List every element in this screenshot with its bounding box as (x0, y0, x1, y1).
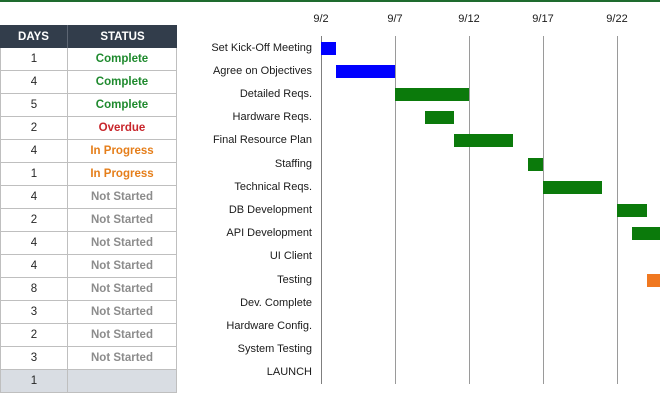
task-bar[interactable] (617, 203, 647, 217)
table-body: 1 Complete 4 Complete 5 Complete 2 Overdue 4 In P… (0, 48, 177, 393)
status-cell[interactable]: Not Started (68, 301, 177, 323)
days-cell[interactable]: 5 (0, 94, 68, 116)
status-cell[interactable]: Not Started (68, 278, 177, 300)
days-cell[interactable]: 3 (0, 347, 68, 369)
gridline (469, 36, 470, 384)
task-bar[interactable] (424, 111, 455, 125)
status-cell[interactable]: Complete (68, 71, 177, 93)
table-row[interactable]: 1 Complete (0, 48, 177, 71)
table-row[interactable]: 1 (0, 370, 177, 393)
task-label: System Testing (237, 343, 312, 356)
task-bar[interactable] (321, 41, 336, 55)
days-cell[interactable]: 1 (0, 370, 68, 392)
gridline (543, 36, 544, 384)
days-cell[interactable]: 4 (0, 232, 68, 254)
task-bar[interactable] (528, 157, 543, 171)
table-row[interactable]: 1 In Progress (0, 163, 177, 186)
task-label: Detailed Reqs. (239, 87, 312, 100)
date-label: 9/22 (606, 13, 628, 25)
table-row[interactable]: 5 Complete (0, 94, 177, 117)
days-header: DAYS (0, 25, 68, 48)
table-row[interactable]: 4 Not Started (0, 186, 177, 209)
days-cell[interactable]: 8 (0, 278, 68, 300)
task-label: API Development (226, 227, 312, 240)
task-label: Staffing (274, 157, 312, 170)
task-label: Final Resource Plan (212, 134, 312, 147)
gantt-axis-line (321, 36, 322, 384)
task-bar[interactable] (335, 64, 395, 78)
task-label: Technical Reqs. (234, 180, 312, 193)
days-cell[interactable]: 2 (0, 209, 68, 231)
status-header: STATUS (100, 30, 145, 43)
status-cell[interactable]: Not Started (68, 209, 177, 231)
task-label: LAUNCH (266, 366, 312, 379)
task-label: Agree on Objectives (212, 64, 312, 77)
days-cell[interactable]: 2 (0, 324, 68, 346)
date-label: 9/12 (458, 13, 480, 25)
days-cell[interactable]: 3 (0, 301, 68, 323)
task-label: Hardware Reqs. (232, 111, 312, 124)
table-row[interactable]: 3 Not Started (0, 347, 177, 370)
status-cell[interactable]: Not Started (68, 186, 177, 208)
table-row[interactable]: 2 Not Started (0, 324, 177, 347)
task-bar[interactable] (454, 134, 514, 148)
status-cell[interactable]: Complete (68, 94, 177, 116)
table-row[interactable]: 2 Overdue (0, 117, 177, 140)
date-label: 9/2 (313, 13, 329, 25)
table-row[interactable]: 4 Not Started (0, 255, 177, 278)
table-row[interactable]: 8 Not Started (0, 278, 177, 301)
days-cell[interactable]: 4 (0, 186, 68, 208)
status-cell[interactable]: Overdue (68, 117, 177, 139)
status-cell[interactable]: Complete (68, 48, 177, 70)
task-table: DAYS STATUS 1 Complete 4 Complete 5 Complete 2… (0, 25, 177, 393)
task-label: Testing (277, 273, 312, 286)
task-label: DB Development (228, 203, 312, 216)
status-cell[interactable]: Not Started (68, 255, 177, 277)
date-label: 9/7 (387, 13, 403, 25)
days-cell[interactable]: 2 (0, 117, 68, 139)
status-cell[interactable]: In Progress (68, 163, 177, 185)
task-bar[interactable] (646, 273, 660, 287)
task-label: Hardware Config. (226, 319, 312, 332)
top-border (0, 0, 660, 2)
days-cell[interactable]: 1 (0, 163, 68, 185)
table-row[interactable]: 4 Complete (0, 71, 177, 94)
task-bar[interactable] (395, 87, 469, 101)
table-row[interactable]: 4 In Progress (0, 140, 177, 163)
task-bar[interactable] (631, 227, 660, 241)
table-row[interactable]: 3 Not Started (0, 301, 177, 324)
status-cell[interactable]: Not Started (68, 347, 177, 369)
status-cell[interactable]: Not Started (68, 324, 177, 346)
days-cell[interactable]: 4 (0, 255, 68, 277)
gridline (395, 36, 396, 384)
table-row[interactable]: 2 Not Started (0, 209, 177, 232)
date-label: 9/17 (532, 13, 554, 25)
status-cell[interactable]: Not Started (68, 232, 177, 254)
days-cell[interactable]: 1 (0, 48, 68, 70)
gantt-chart: 9/2 9/7 9/12 9/17 9/22 Set Kick-Off Meeting Ag… (177, 0, 660, 409)
days-cell[interactable]: 4 (0, 140, 68, 162)
task-bar[interactable] (543, 180, 603, 194)
task-label: UI Client (269, 250, 312, 263)
table-row[interactable]: 4 Not Started (0, 232, 177, 255)
task-label: Set Kick-Off Meeting (211, 41, 312, 54)
table-header: DAYS STATUS (0, 25, 177, 48)
status-cell[interactable] (68, 370, 177, 392)
days-cell[interactable]: 4 (0, 71, 68, 93)
task-label: Dev. Complete (240, 296, 312, 309)
status-cell[interactable]: In Progress (68, 140, 177, 162)
